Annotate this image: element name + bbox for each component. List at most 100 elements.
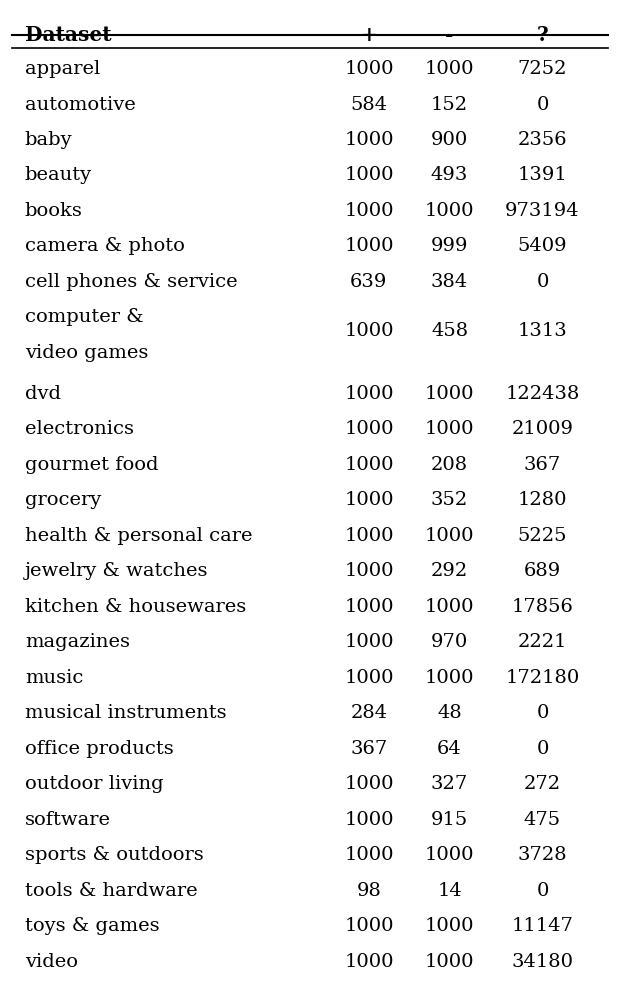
Text: 0: 0 [536, 882, 549, 900]
Text: 1391: 1391 [518, 166, 567, 184]
Text: 458: 458 [431, 322, 468, 340]
Text: beauty: beauty [25, 166, 92, 184]
Text: 493: 493 [431, 166, 468, 184]
Text: 1000: 1000 [425, 527, 474, 545]
Text: 122438: 122438 [505, 385, 580, 403]
Text: 5409: 5409 [518, 237, 567, 255]
Text: 1000: 1000 [344, 527, 394, 545]
Text: 48: 48 [437, 704, 462, 722]
Text: 17856: 17856 [512, 598, 574, 616]
Text: 384: 384 [431, 273, 468, 291]
Text: 7252: 7252 [518, 60, 567, 78]
Text: 1000: 1000 [344, 385, 394, 403]
Text: magazines: magazines [25, 633, 130, 651]
Text: music: music [25, 669, 83, 687]
Text: 1000: 1000 [344, 917, 394, 935]
Text: dvd: dvd [25, 385, 61, 403]
Text: 1000: 1000 [344, 131, 394, 149]
Text: 352: 352 [431, 491, 468, 509]
Text: 1000: 1000 [344, 237, 394, 255]
Text: 1313: 1313 [518, 322, 567, 340]
Text: 1000: 1000 [425, 669, 474, 687]
Text: 2221: 2221 [518, 633, 567, 651]
Text: +: + [360, 25, 378, 45]
Text: outdoor living: outdoor living [25, 775, 164, 793]
Text: 0: 0 [536, 96, 549, 113]
Text: 208: 208 [431, 456, 468, 474]
Text: 1000: 1000 [344, 633, 394, 651]
Text: 1000: 1000 [344, 420, 394, 438]
Text: computer &: computer & [25, 308, 143, 326]
Text: video: video [25, 953, 78, 971]
Text: 1000: 1000 [425, 202, 474, 220]
Text: 11147: 11147 [512, 917, 574, 935]
Text: 970: 970 [431, 633, 468, 651]
Text: 475: 475 [524, 811, 561, 829]
Text: 1000: 1000 [344, 598, 394, 616]
Text: 1000: 1000 [344, 669, 394, 687]
Text: 1000: 1000 [344, 846, 394, 864]
Text: tools & hardware: tools & hardware [25, 882, 197, 900]
Text: toys & games: toys & games [25, 917, 159, 935]
Text: 1000: 1000 [425, 385, 474, 403]
Text: 1000: 1000 [344, 811, 394, 829]
Text: 1000: 1000 [344, 491, 394, 509]
Text: 172180: 172180 [505, 669, 580, 687]
Text: camera & photo: camera & photo [25, 237, 185, 255]
Text: cell phones & service: cell phones & service [25, 273, 237, 291]
Text: books: books [25, 202, 82, 220]
Text: 689: 689 [524, 562, 561, 580]
Text: 152: 152 [431, 96, 468, 113]
Text: 1000: 1000 [425, 953, 474, 971]
Text: 3728: 3728 [518, 846, 567, 864]
Text: 999: 999 [431, 237, 468, 255]
Text: health & personal care: health & personal care [25, 527, 252, 545]
Text: 1000: 1000 [425, 846, 474, 864]
Text: office products: office products [25, 740, 174, 758]
Text: 1000: 1000 [344, 953, 394, 971]
Text: 327: 327 [431, 775, 468, 793]
Text: baby: baby [25, 131, 73, 149]
Text: 1000: 1000 [425, 60, 474, 78]
Text: 272: 272 [524, 775, 561, 793]
Text: 21009: 21009 [512, 420, 574, 438]
Text: 1000: 1000 [344, 166, 394, 184]
Text: Dataset: Dataset [25, 25, 112, 45]
Text: 292: 292 [431, 562, 468, 580]
Text: 1000: 1000 [344, 562, 394, 580]
Text: 973194: 973194 [505, 202, 580, 220]
Text: grocery: grocery [25, 491, 101, 509]
Text: 2356: 2356 [518, 131, 567, 149]
Text: 900: 900 [431, 131, 468, 149]
Text: 1000: 1000 [344, 322, 394, 340]
Text: electronics: electronics [25, 420, 134, 438]
Text: -: - [445, 25, 454, 45]
Text: 284: 284 [350, 704, 388, 722]
Text: 0: 0 [536, 704, 549, 722]
Text: kitchen & housewares: kitchen & housewares [25, 598, 246, 616]
Text: 1000: 1000 [425, 420, 474, 438]
Text: 34180: 34180 [512, 953, 574, 971]
Text: 98: 98 [356, 882, 381, 900]
Text: 639: 639 [350, 273, 388, 291]
Text: 915: 915 [431, 811, 468, 829]
Text: musical instruments: musical instruments [25, 704, 226, 722]
Text: 14: 14 [437, 882, 462, 900]
Text: ?: ? [537, 25, 548, 45]
Text: 1280: 1280 [518, 491, 567, 509]
Text: 1000: 1000 [344, 60, 394, 78]
Text: apparel: apparel [25, 60, 100, 78]
Text: automotive: automotive [25, 96, 136, 113]
Text: 0: 0 [536, 740, 549, 758]
Text: 1000: 1000 [425, 917, 474, 935]
Text: 0: 0 [536, 273, 549, 291]
Text: software: software [25, 811, 111, 829]
Text: 584: 584 [350, 96, 388, 113]
Text: 1000: 1000 [425, 598, 474, 616]
Text: 5225: 5225 [518, 527, 567, 545]
Text: 1000: 1000 [344, 202, 394, 220]
Text: 64: 64 [437, 740, 462, 758]
Text: 1000: 1000 [344, 775, 394, 793]
Text: video games: video games [25, 344, 148, 362]
Text: 367: 367 [524, 456, 561, 474]
